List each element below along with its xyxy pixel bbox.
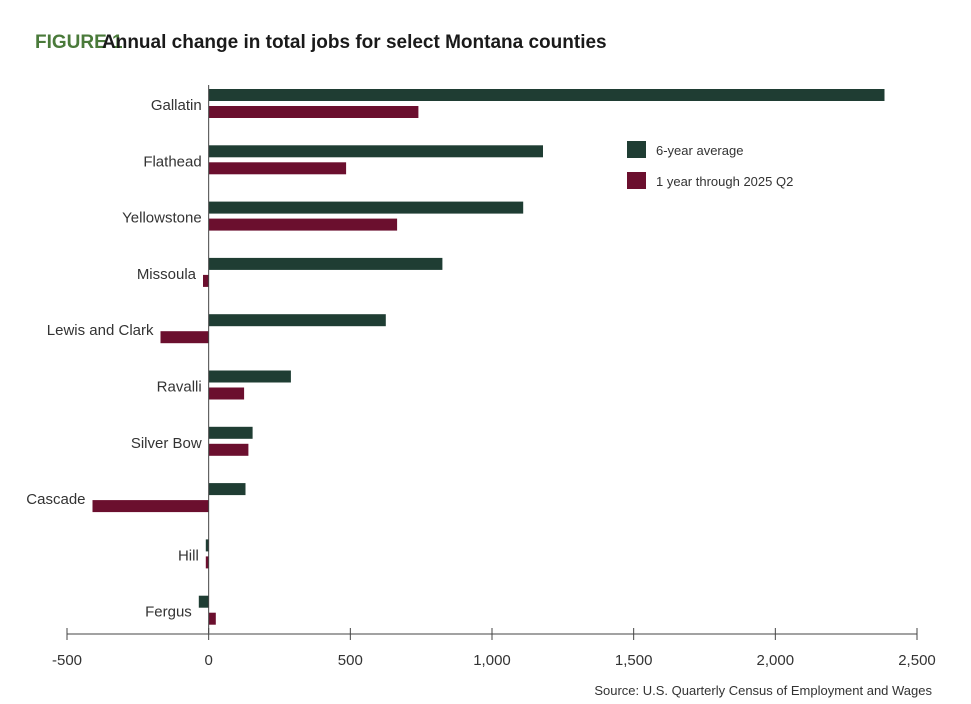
x-tick-label: 1,000 <box>473 652 511 669</box>
bar-hill-series-1 <box>205 539 209 552</box>
category-label: Hill <box>178 547 199 564</box>
bar-yellowstone-series-1 <box>208 201 524 214</box>
category-label: Gallatin <box>151 97 202 114</box>
x-tick-label: -500 <box>52 652 82 669</box>
bar-cascade-series-2 <box>92 500 209 513</box>
bar-silver-bow-series-1 <box>208 426 253 439</box>
category-label: Cascade <box>26 491 85 508</box>
category-label: Silver Bow <box>131 435 202 452</box>
bar-silver-bow-series-2 <box>208 443 249 456</box>
bar-fergus-series-2 <box>208 612 216 625</box>
bar-fergus-series-1 <box>198 595 209 608</box>
x-tick-label: 0 <box>205 652 213 669</box>
bar-missoula-series-2 <box>203 274 209 287</box>
category-label: Ravalli <box>157 379 202 396</box>
category-label: Lewis and Clark <box>47 322 154 339</box>
x-tick-label: 500 <box>338 652 363 669</box>
legend: 6-year average 1 year through 2025 Q2 <box>627 141 793 189</box>
figure-label: FIGURE 1 <box>35 32 123 53</box>
bar-gallatin-series-1 <box>208 89 885 101</box>
bar-hill-series-2 <box>205 556 209 569</box>
chart-title: Annual change in total jobs for select M… <box>102 32 607 53</box>
bar-flathead-series-1 <box>208 145 543 158</box>
legend-swatch-series-2 <box>627 172 646 189</box>
x-tick-label: 2,500 <box>898 652 936 669</box>
bar-missoula-series-1 <box>208 257 443 270</box>
x-tick-label: 2,000 <box>757 652 795 669</box>
category-label: Flathead <box>143 153 201 170</box>
bar-ravalli-series-2 <box>208 387 245 400</box>
legend-swatch-series-1 <box>627 141 646 158</box>
bar-gallatin-series-2 <box>208 106 419 118</box>
category-label: Yellowstone <box>122 210 202 227</box>
bar-yellowstone-series-2 <box>208 218 398 231</box>
bar-flathead-series-2 <box>208 162 347 175</box>
x-axis: -500 0 500 1,000 1,500 2,000 2,500 <box>52 85 936 669</box>
category-label: Missoula <box>137 266 197 283</box>
source-note: Source: U.S. Quarterly Census of Employm… <box>594 683 932 698</box>
bar-ravalli-series-1 <box>208 370 291 383</box>
bar-lewis-and-clark-series-2 <box>160 331 209 344</box>
bar-lewis-and-clark-series-1 <box>208 314 386 327</box>
bar-cascade-series-1 <box>208 483 246 496</box>
legend-label-series-1: 6-year average <box>656 143 743 158</box>
x-tick-label: 1,500 <box>615 652 653 669</box>
legend-label-series-2: 1 year through 2025 Q2 <box>656 174 793 189</box>
bars-layer <box>92 89 885 625</box>
category-label: Fergus <box>145 604 192 621</box>
category-labels: Gallatin Flathead Yellowstone Missoula Lewis… <box>26 97 202 621</box>
